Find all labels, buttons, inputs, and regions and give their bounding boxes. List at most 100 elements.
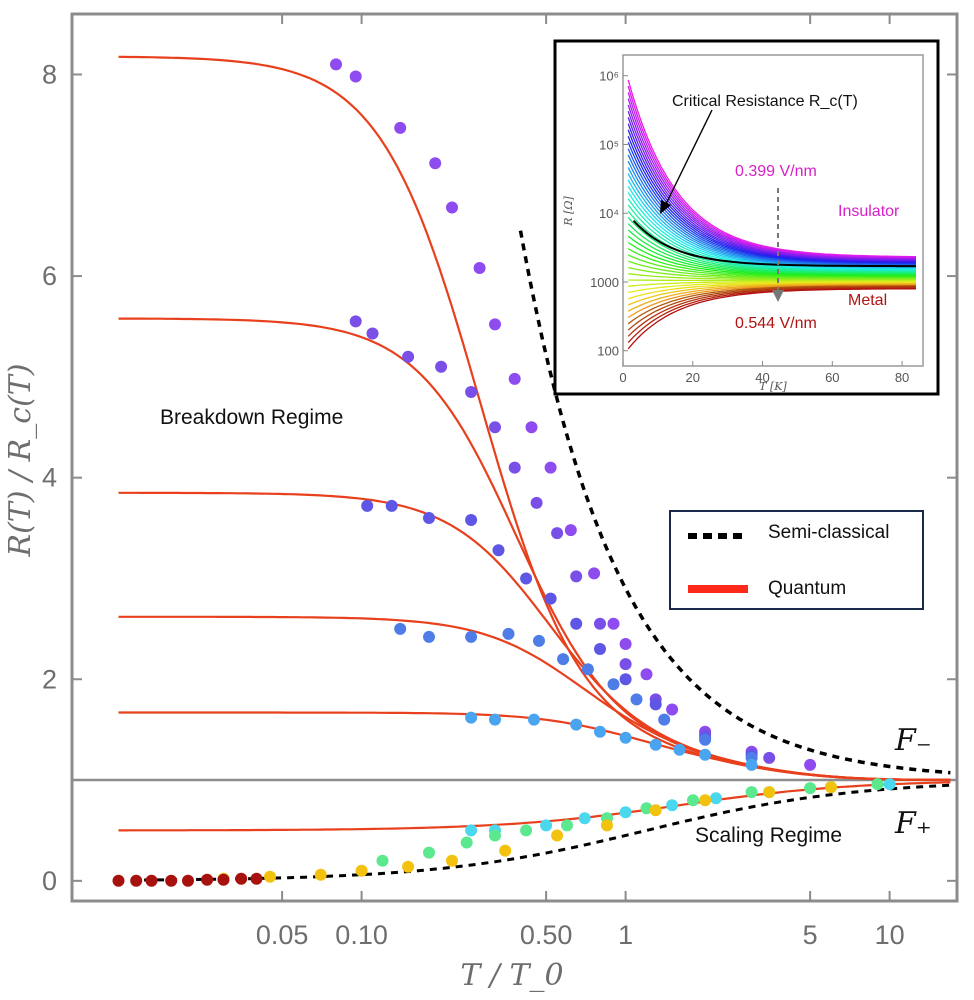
inset-curve bbox=[627, 287, 916, 343]
data-point bbox=[601, 819, 613, 832]
data-point bbox=[182, 874, 194, 887]
inset-insulator-label: Insulator bbox=[838, 203, 900, 220]
inset-y-tick-label: 10⁶ bbox=[599, 69, 619, 84]
data-point bbox=[394, 121, 407, 134]
data-point bbox=[235, 872, 248, 885]
data-point bbox=[402, 350, 415, 363]
data-point bbox=[666, 703, 679, 716]
data-point bbox=[557, 653, 570, 666]
data-point bbox=[165, 874, 178, 887]
inset-curve bbox=[627, 192, 916, 271]
data-point bbox=[361, 499, 374, 512]
inset-curve bbox=[628, 273, 916, 281]
data-point bbox=[508, 461, 521, 474]
inset-curve bbox=[627, 285, 916, 325]
data-point bbox=[489, 829, 501, 842]
data-point bbox=[763, 751, 776, 764]
data-point bbox=[460, 836, 473, 849]
data-point bbox=[314, 868, 327, 881]
data-point bbox=[435, 360, 448, 373]
inset-y-tick-label: 10⁴ bbox=[599, 206, 619, 221]
y-tick-label: 0 bbox=[42, 866, 57, 896]
data-point bbox=[745, 786, 758, 799]
data-point bbox=[804, 782, 817, 795]
inset-curve bbox=[627, 129, 916, 264]
inset: 0 20 40 60 80 100 1000 10⁴ 10⁵ 10⁶ R [Ω] T [K] Cr… bbox=[553, 39, 940, 396]
y-tick-label: 2 bbox=[42, 664, 57, 694]
inset-curve bbox=[627, 284, 916, 319]
data-point bbox=[619, 658, 632, 671]
y-axis-ticks: 0 2 4 6 8 bbox=[42, 59, 957, 896]
data-point bbox=[561, 819, 573, 832]
data-point bbox=[489, 421, 501, 434]
y-tick-label: 8 bbox=[42, 59, 57, 89]
inset-curve bbox=[627, 85, 917, 259]
semi-classical-lower bbox=[144, 783, 951, 882]
inset-curve bbox=[627, 123, 917, 263]
x-tick-label: 10 bbox=[875, 920, 905, 950]
inset-critical-arrowhead bbox=[660, 200, 671, 214]
data-point bbox=[551, 829, 564, 842]
inset-curve bbox=[627, 217, 916, 274]
inset-x-tick-label: 40 bbox=[755, 370, 769, 385]
data-point bbox=[145, 874, 158, 887]
data-point bbox=[530, 496, 543, 509]
data-point bbox=[429, 157, 442, 170]
data-point bbox=[607, 617, 620, 630]
data-point bbox=[508, 372, 521, 385]
inset-x-tick-label: 60 bbox=[825, 370, 839, 385]
data-point bbox=[825, 781, 837, 794]
inset-curve bbox=[627, 229, 916, 276]
breakdown-regime-label: Breakdown Regime bbox=[160, 406, 343, 429]
inset-curve bbox=[627, 286, 916, 337]
inset-curve bbox=[627, 110, 917, 262]
x-tick-label: 5 bbox=[803, 920, 818, 950]
data-point bbox=[525, 421, 538, 434]
inset-curve bbox=[627, 260, 916, 279]
inset-curve bbox=[627, 241, 916, 277]
x-axis-label: T / T_0 bbox=[460, 958, 563, 993]
data-point bbox=[473, 262, 486, 274]
inset-curve bbox=[628, 282, 916, 300]
data-point bbox=[489, 713, 501, 726]
legend: Semi-classical Quantum bbox=[669, 510, 924, 610]
data-point bbox=[544, 592, 557, 605]
inset-y-tick-label: 1000 bbox=[590, 275, 619, 290]
data-point bbox=[394, 622, 407, 635]
data-point bbox=[402, 860, 415, 873]
inset-critical-arrow bbox=[665, 109, 713, 205]
inset-curve bbox=[627, 248, 916, 278]
data-point bbox=[465, 386, 478, 398]
data-point bbox=[570, 570, 583, 583]
data-point bbox=[528, 713, 540, 726]
data-point bbox=[423, 512, 435, 524]
inset-field-bottom-label: 0.544 V/nm bbox=[735, 315, 817, 332]
inset-critical-curve bbox=[632, 220, 916, 268]
data-point bbox=[588, 567, 601, 580]
x-tick-label: 0.50 bbox=[520, 920, 573, 950]
data-point bbox=[883, 778, 896, 791]
inset-curve bbox=[628, 266, 916, 280]
data-point bbox=[710, 792, 722, 805]
inset-curve bbox=[627, 235, 916, 276]
data-point bbox=[745, 758, 758, 771]
inset-curve bbox=[627, 282, 916, 306]
inset-curve bbox=[627, 117, 916, 262]
data-point bbox=[446, 854, 458, 867]
data-point bbox=[640, 668, 653, 681]
inset-curve bbox=[628, 280, 916, 287]
inset-x-tick-label: 80 bbox=[895, 370, 909, 385]
data-point bbox=[250, 872, 263, 885]
inset-curve bbox=[627, 142, 916, 265]
inset-curve bbox=[627, 198, 916, 272]
data-point bbox=[355, 864, 368, 877]
data-point bbox=[578, 812, 591, 825]
data-point bbox=[763, 786, 776, 799]
data-point bbox=[520, 824, 533, 837]
data-point bbox=[349, 315, 362, 328]
inset-curves bbox=[627, 79, 917, 350]
inset-curve bbox=[627, 135, 917, 265]
data-point bbox=[520, 572, 533, 585]
data-point bbox=[201, 873, 214, 886]
data-point bbox=[570, 718, 583, 731]
